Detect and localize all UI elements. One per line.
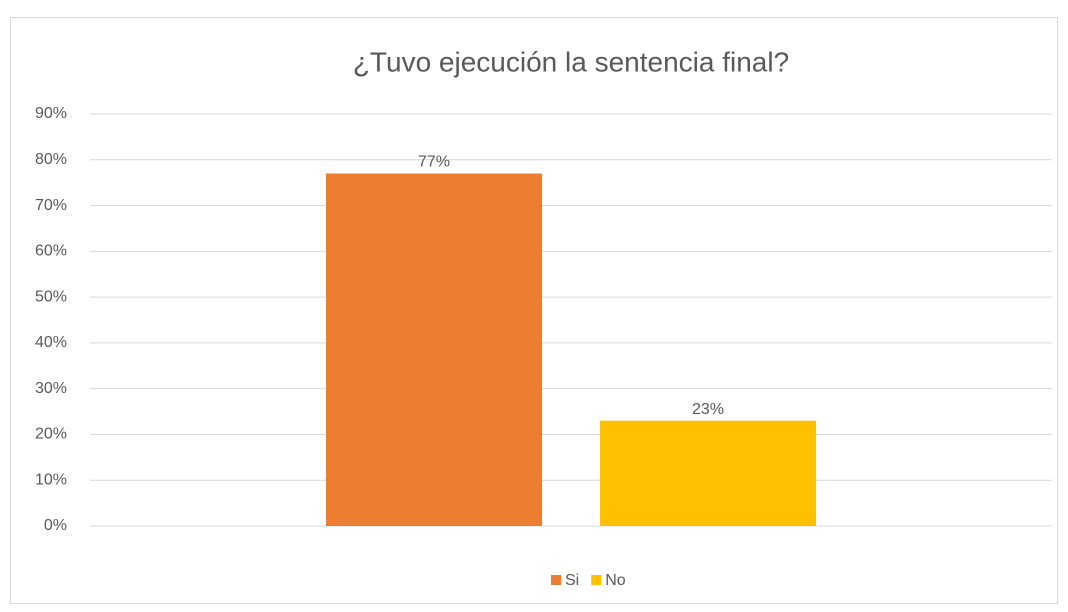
bar xyxy=(600,420,816,526)
y-tick-label: 70% xyxy=(35,197,67,214)
y-tick-label: 30% xyxy=(35,380,67,397)
legend-swatch xyxy=(551,575,561,585)
y-tick-label: 90% xyxy=(35,105,67,122)
y-tick-label: 0% xyxy=(44,517,67,534)
y-tick-label: 10% xyxy=(35,471,67,488)
y-tick-label: 80% xyxy=(35,151,67,168)
y-tick-label: 20% xyxy=(35,426,67,443)
legend-label: No xyxy=(605,572,626,589)
legend-label: Si xyxy=(565,572,579,589)
y-tick-label: 40% xyxy=(35,334,67,351)
y-tick-label: 50% xyxy=(35,288,67,305)
bar xyxy=(326,173,542,526)
y-tick-label: 60% xyxy=(35,243,67,260)
chart-title: ¿Tuvo ejecución la sentencia final? xyxy=(353,46,789,77)
data-label: 77% xyxy=(418,154,450,171)
data-label: 23% xyxy=(692,401,724,418)
legend-swatch xyxy=(591,575,602,585)
